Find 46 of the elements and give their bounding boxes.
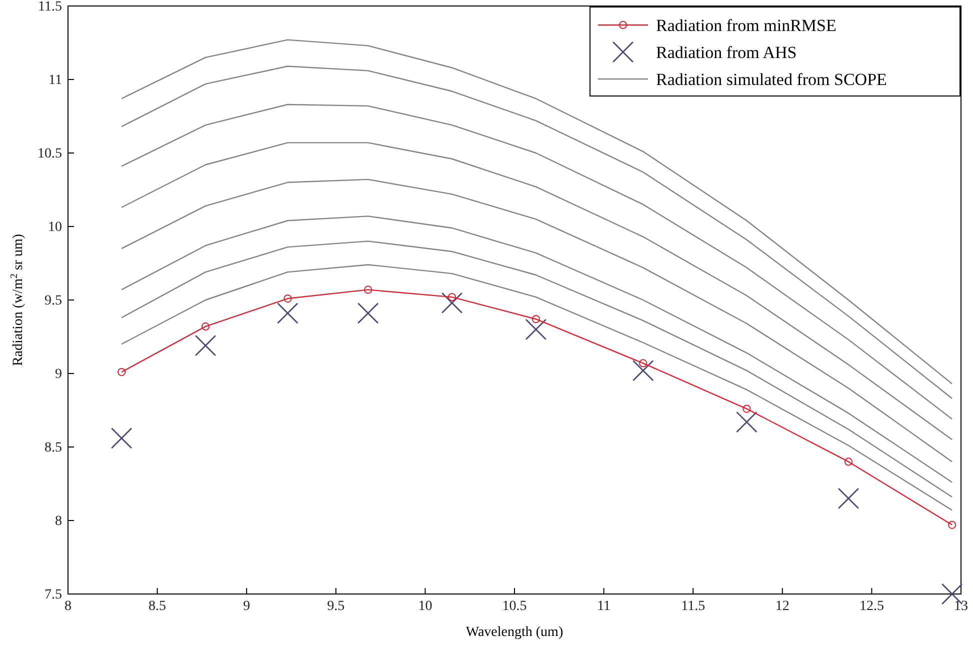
point	[441, 292, 463, 314]
legend-label: Radiation simulated from SCOPE	[656, 70, 887, 89]
y-tick-label: 10	[48, 220, 62, 235]
legend-label: Radiation from AHS	[656, 43, 797, 62]
point	[532, 315, 540, 324]
point	[844, 458, 853, 466]
point	[201, 322, 210, 331]
point	[364, 286, 372, 294]
legend-label: Radiation from minRMSE	[656, 16, 836, 35]
x-tick-label: 13	[954, 598, 968, 614]
y-tick-label: 11.5	[38, 0, 62, 14]
point	[639, 359, 648, 368]
x-axis-title: Wavelength (um)	[466, 625, 564, 640]
point	[525, 318, 547, 340]
y-tick-label: 9.5	[44, 293, 62, 308]
x-tick-label: 12	[775, 598, 790, 614]
x-tick-label: 8	[64, 598, 72, 614]
point	[357, 302, 379, 324]
x-tick-label: 12.5	[859, 598, 884, 614]
point	[742, 404, 751, 413]
point	[110, 428, 132, 449]
point	[118, 368, 126, 376]
y-tick-label: 7.5	[44, 587, 62, 602]
point	[277, 302, 298, 324]
point	[632, 360, 654, 382]
point	[284, 294, 292, 303]
x-tick-label: 11	[597, 598, 611, 614]
y-tick-label: 8	[55, 514, 62, 529]
line-series	[120, 142, 953, 440]
x-tick-label: 11.5	[681, 598, 706, 614]
point	[194, 334, 216, 356]
line-series	[120, 178, 953, 462]
x-tick-label: 9	[243, 598, 250, 614]
y-tick-label: 9	[55, 366, 62, 382]
x-tick-label: 8.5	[148, 598, 166, 614]
point	[838, 488, 860, 510]
line-series	[120, 104, 953, 420]
point	[448, 293, 456, 302]
x-tick-label: 9.5	[327, 598, 345, 614]
x-tick-label: 10	[418, 598, 432, 614]
y-tick-label: 11	[48, 72, 62, 88]
y-tick-label: 8.5	[44, 440, 62, 456]
y-tick-label: 10.5	[38, 146, 62, 162]
x-tick-label: 10.5	[502, 598, 527, 614]
point	[948, 520, 956, 529]
point	[736, 411, 758, 433]
